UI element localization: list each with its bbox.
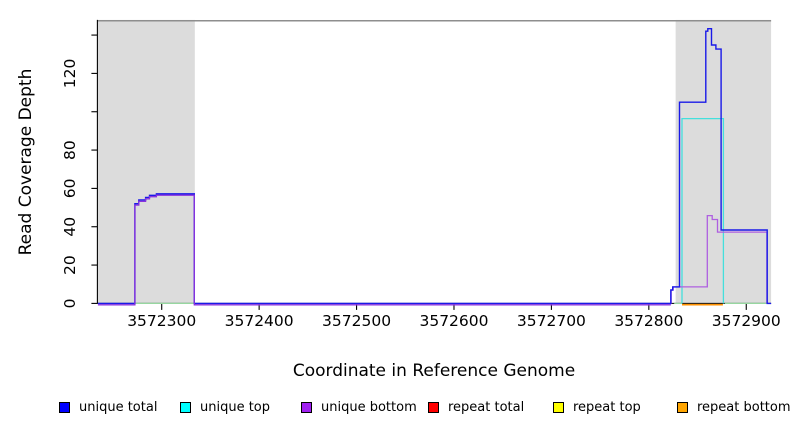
legend-item-unique-bottom: unique bottom xyxy=(301,401,417,414)
x-tick-label: 3572500 xyxy=(322,312,391,330)
x-tick-label: 3572600 xyxy=(419,312,488,330)
y-axis-title: Read Coverage Depth xyxy=(16,68,36,256)
y-tick-label: 40 xyxy=(61,217,79,237)
y-tick-label: 0 xyxy=(61,298,79,308)
x-tick-label: 3572700 xyxy=(517,312,586,330)
x-tick-label: 3572300 xyxy=(127,312,196,330)
annotated-region xyxy=(97,19,195,304)
legend-swatch-icon xyxy=(180,402,191,413)
series-line-unique-total-line xyxy=(97,28,772,305)
legend-item-repeat-top: repeat top xyxy=(553,401,641,414)
y-tick-label: 20 xyxy=(61,255,79,275)
x-axis-title: Coordinate in Reference Genome xyxy=(292,361,576,381)
legend-label: repeat top xyxy=(573,400,641,415)
legend-item-repeat-bottom: repeat bottom xyxy=(677,401,791,414)
legend-item-unique-total: unique total xyxy=(59,401,157,414)
legend-label: unique bottom xyxy=(321,400,417,415)
legend-item-unique-top: unique top xyxy=(180,401,270,414)
legend-swatch-icon xyxy=(428,402,439,413)
legend-swatch-icon xyxy=(677,402,688,413)
legend-label: repeat bottom xyxy=(697,400,791,415)
legend-swatch-icon xyxy=(59,402,70,413)
legend-item-repeat-total: repeat total xyxy=(428,401,524,414)
series-line-unique-bottom-overlay xyxy=(97,194,671,306)
legend-swatch-icon xyxy=(553,402,564,413)
y-tick-label: 60 xyxy=(61,179,79,199)
y-tick-label: 80 xyxy=(61,140,79,160)
x-tick-label: 3572900 xyxy=(712,312,781,330)
legend-label: repeat total xyxy=(448,400,525,415)
legend-label: unique top xyxy=(200,400,271,415)
x-tick-label: 3572800 xyxy=(614,312,683,330)
legend-label: unique total xyxy=(79,400,158,415)
series-line-unique-top-line xyxy=(681,117,725,304)
x-tick-label: 3572400 xyxy=(225,312,294,330)
y-tick-label: 120 xyxy=(61,59,79,89)
legend-swatch-icon xyxy=(301,402,312,413)
